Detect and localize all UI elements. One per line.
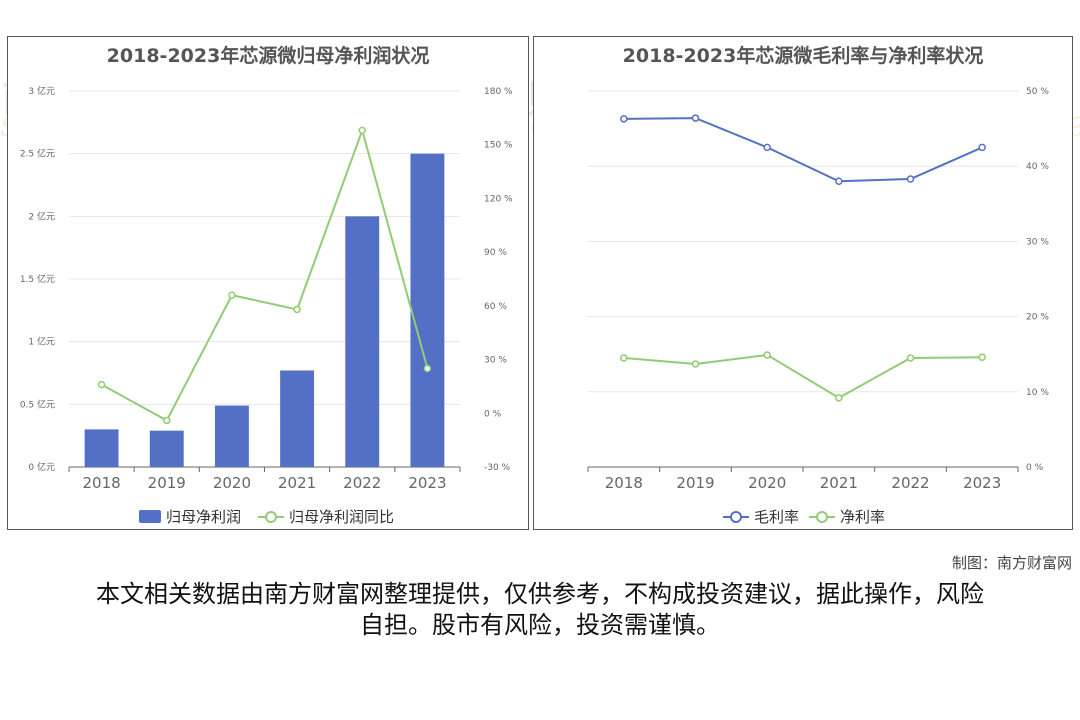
series-line [623,117,983,183]
bar [84,429,119,467]
margin-chart-panel: 2018-2023年芯源微毛利率与净利率状况 0 % 10 % 20 % 30 % 40… [533,36,1073,530]
bar [214,405,249,467]
y2-tick-label: 50 % [1026,87,1049,97]
margin-chart: 0 % 10 % 20 % 30 % 40 % 50 % 2018 2019 2020 2021 2… [587,87,1049,526]
y2-tick-label: 0 % [1026,463,1044,473]
disclaimer-text: 本文相关数据由南方财富网整理提供，仅供参考，不构成投资建议，据此操作，风险自担。… [96,580,984,639]
line-point [228,291,236,299]
line-point [835,394,843,402]
line-point [97,380,106,389]
line-point [835,177,843,185]
x-tick-label: 2019 [148,474,186,492]
chart-title: 2018-2023年芯源微毛利率与净利率状况 [622,45,984,67]
line-point [423,364,432,373]
line-point [763,351,771,359]
x-tick-label: 2020 [213,474,251,492]
line-point [978,353,986,361]
y2-tick-label: 150 % [484,141,513,151]
y2-tick-label: 30 % [484,356,507,366]
y2-tick-label: 20 % [1026,313,1049,323]
y2-tick-label: 120 % [484,194,513,204]
legend-swatch [730,511,742,523]
legend-swatch [816,511,828,523]
y-tick-label: 2.5 亿元 [20,148,55,160]
y2-tick-label: 180 % [484,87,513,97]
legend-label: 毛利率 [754,508,799,526]
y2-tick-label: 10 % [1026,388,1049,398]
x-tick-label: 2022 [343,474,381,492]
legend-label: 归母净利润同比 [289,508,394,526]
line-point [763,143,771,152]
bar [345,216,380,467]
line-point [620,354,628,362]
bar [149,430,184,467]
x-tick-label: 2022 [891,474,929,492]
legend-label: 净利率 [840,508,885,526]
line-point [691,114,700,122]
y-tick-label: 0 亿元 [28,461,55,473]
net-profit-chart-panel: 2018-2023年芯源微归母净利润状况 0 亿元 0.5 亿元 1 亿元 1.5 亿… [7,36,529,530]
y2-tick-label: 30 % [1026,237,1049,247]
line-point [620,115,628,123]
x-tick-label: 2021 [820,474,858,492]
series-line [623,353,983,399]
y-tick-label: 2 亿元 [28,210,55,222]
x-tick-label: 2020 [748,474,786,492]
y2-tick-label: 60 % [484,302,507,312]
line-point [358,126,366,135]
bar [410,153,445,467]
y2-tick-label: 90 % [484,248,507,258]
y2-tick-label: 0 % [484,409,502,419]
line-point [906,175,915,183]
x-tick-label: 2018 [82,474,120,492]
line-point [691,360,700,368]
line-point [906,354,915,362]
line-point [163,416,171,425]
bar [280,370,315,467]
x-tick-label: 2023 [963,474,1001,492]
x-tick-label: 2019 [676,474,714,492]
legend-swatch [265,511,277,523]
series-line [101,127,429,422]
line-point [978,143,986,152]
chart-title: 2018-2023年芯源微归母净利润状况 [106,45,430,67]
legend-label: 归母净利润 [166,508,241,526]
net-profit-chart: 0 亿元 0.5 亿元 1 亿元 1.5 亿元 2 亿元 2.5 亿元 3 亿元 -30 % 0… [20,85,513,526]
y2-tick-label: -30 % [484,463,511,473]
chart-credit: 制图：南方财富网 [951,554,1072,572]
y-tick-label: 0.5 亿元 [20,398,55,410]
y-tick-label: 3 亿元 [28,85,55,97]
x-tick-label: 2023 [408,474,446,492]
x-tick-label: 2021 [278,474,316,492]
y-tick-label: 1 亿元 [28,336,55,348]
y-tick-label: 1.5 亿元 [20,273,55,285]
legend-swatch [139,510,161,523]
line-point [293,305,301,314]
y2-tick-label: 40 % [1026,162,1049,172]
x-tick-label: 2018 [605,474,643,492]
